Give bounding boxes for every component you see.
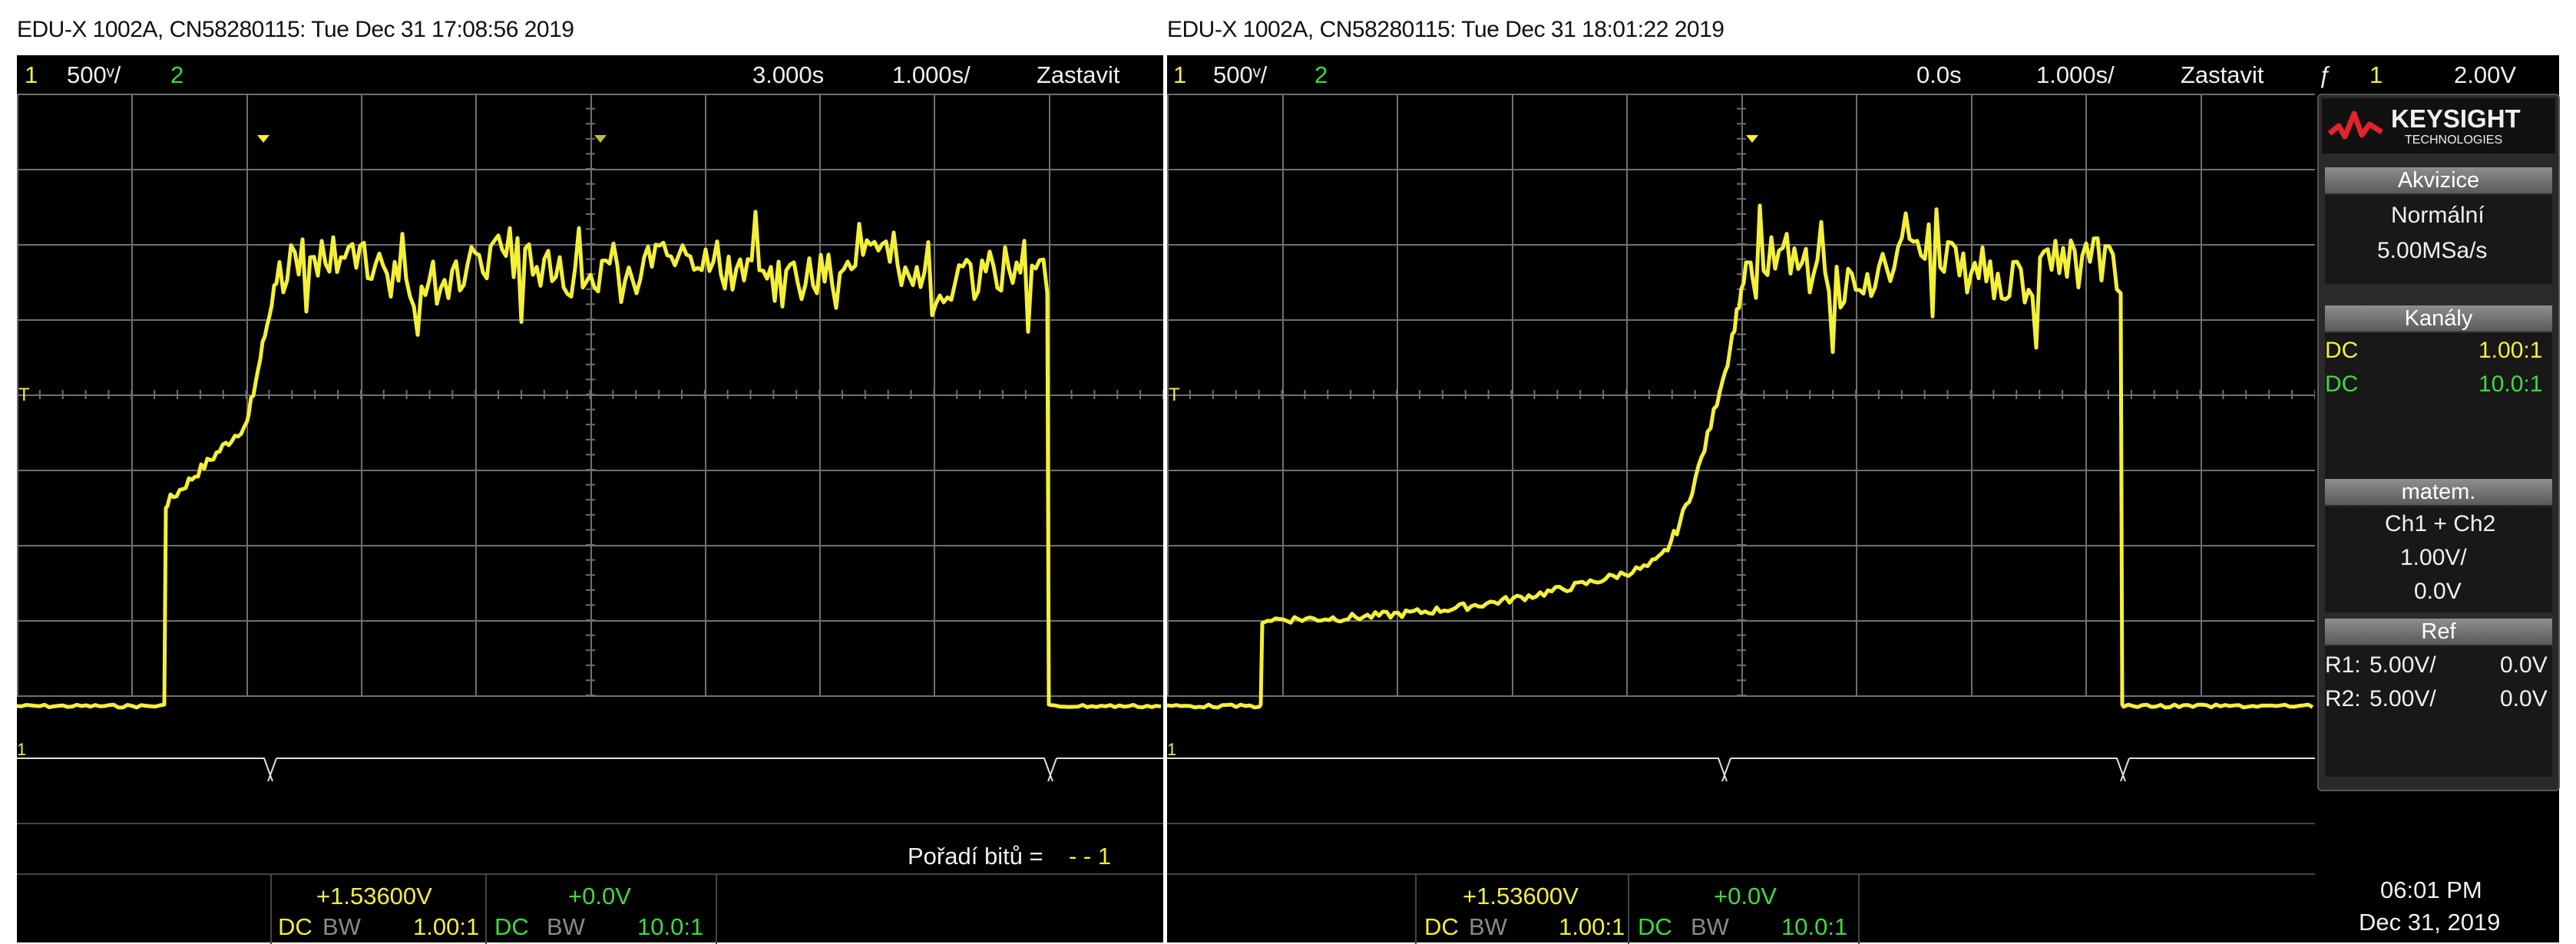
waveform-display-right[interactable]: T 1 A 0 1 0 xyxy=(1167,94,2315,781)
ch1-coupling: DC xyxy=(2325,338,2359,363)
run-state[interactable]: Zastavit xyxy=(2181,61,2264,88)
trigger-level-marker: T xyxy=(1169,385,1180,405)
ref2-offset: 0.0V xyxy=(2500,686,2548,711)
time-offset[interactable]: 3.000s xyxy=(752,61,825,88)
math-offset: 0.0V xyxy=(2414,579,2462,604)
math-expression: Ch1 + Ch2 xyxy=(2385,511,2496,536)
bus-status-value: - - 1 xyxy=(1069,843,1112,870)
bottom-info-bar: +1.53600V +0.0V DC BW 1.00:1 DC BW 10.0:… xyxy=(1167,781,2559,944)
keysight-logo-icon xyxy=(2328,111,2383,140)
trigger-level[interactable]: 2.00V xyxy=(2454,61,2517,88)
keysight-logo: KEYSIGHT TECHNOLOGIES xyxy=(2322,98,2555,153)
ch2-coupling: DC xyxy=(2325,371,2359,397)
ch2-coupling: DC xyxy=(1638,913,1672,940)
ref2-label: R2: xyxy=(2325,686,2361,711)
trigger-marker-2 xyxy=(594,135,607,143)
ch1-label[interactable]: 1 xyxy=(25,61,38,88)
ch2-label[interactable]: 2 xyxy=(170,61,184,88)
math-header[interactable]: matem. xyxy=(2325,479,2552,505)
ch2-label[interactable]: 2 xyxy=(1314,61,1328,88)
logo-wordmark: KEYSIGHT xyxy=(2391,104,2521,133)
scope-screen-left: 1 500ᵛ/ 2 3.000s 1.000s/ Zastavit T 1 A … xyxy=(17,55,1163,944)
clock-time: 06:01 PM xyxy=(2380,876,2482,903)
ch1-offset[interactable]: +1.53600V xyxy=(316,883,432,909)
ch1-coupling: DC xyxy=(1424,913,1459,940)
acquisition-mode: Normální xyxy=(2391,203,2485,228)
ref1-scale: 5.00V/ xyxy=(2369,652,2436,678)
ch2-offset[interactable]: +0.0V xyxy=(568,883,631,909)
trigger-channel[interactable]: 1 xyxy=(2369,61,2383,88)
time-scale[interactable]: 1.000s/ xyxy=(892,61,971,88)
ch2-probe-ratio: 10.0:1 xyxy=(2478,371,2543,397)
time-offset[interactable]: 0.0s xyxy=(1916,61,1962,88)
sample-rate: 5.00MSa/s xyxy=(2377,238,2488,263)
ref1-offset: 0.0V xyxy=(2500,652,2548,678)
ref2-scale: 5.00V/ xyxy=(2369,686,2436,711)
ch1-label[interactable]: 1 xyxy=(1173,61,1187,88)
ch2-probe-ratio: 10.0:1 xyxy=(1781,913,1848,940)
status-bar: 1 500ᵛ/ 2 3.000s 1.000s/ Zastavit xyxy=(17,55,1163,94)
channels-header[interactable]: Kanály xyxy=(2325,305,2552,332)
status-bar: 1 500ᵛ/ 2 0.0s 1.000s/ Zastavit ƒ 1 2.00… xyxy=(1167,55,2559,94)
ch1-trace xyxy=(1167,203,2314,710)
ch1-offset[interactable]: +1.53600V xyxy=(1463,883,1579,909)
trigger-edge-icon[interactable]: ƒ xyxy=(2319,61,2333,88)
ch1-bw-limit: BW xyxy=(1469,913,1507,940)
capture-title-right: EDU-X 1002A, CN58280115: Tue Dec 31 18:0… xyxy=(1167,17,1724,42)
ref-header[interactable]: Ref xyxy=(2325,619,2552,645)
trigger-marker xyxy=(1746,135,1758,143)
ch2-offset[interactable]: +0.0V xyxy=(1714,883,1777,909)
ch2-coupling: DC xyxy=(494,913,529,940)
ch1-scale[interactable]: 500ᵛ/ xyxy=(67,61,121,88)
ch1-scale[interactable]: 500ᵛ/ xyxy=(1213,61,1268,88)
capture-title-left: EDU-X 1002A, CN58280115: Tue Dec 31 17:0… xyxy=(17,17,574,42)
bus-status-label: Pořadí bitů = xyxy=(908,843,1043,870)
ground-marker: 1 xyxy=(1167,740,1176,759)
ch1-trace xyxy=(17,210,1162,710)
ground-marker: 1 xyxy=(17,740,26,759)
acquisition-header[interactable]: Akvizice xyxy=(2325,167,2552,193)
ch2-probe-ratio: 10.0:1 xyxy=(637,913,704,940)
logo-subtitle: TECHNOLOGIES xyxy=(2405,134,2503,147)
run-state[interactable]: Zastavit xyxy=(1037,61,1120,88)
serial-bus-decode xyxy=(1167,758,2315,781)
ch1-bw-limit: BW xyxy=(322,913,361,940)
ch1-probe-ratio: 1.00:1 xyxy=(2478,338,2543,363)
ch1-probe-ratio: 1.00:1 xyxy=(413,913,480,940)
ch1-probe-ratio: 1.00:1 xyxy=(1559,913,1625,940)
clock-date: Dec 31, 2019 xyxy=(2359,909,2501,936)
math-scale: 1.00V/ xyxy=(2400,545,2467,570)
ref1-label: R1: xyxy=(2325,652,2361,678)
waveform-display-left[interactable]: T 1 A 0 1 0 xyxy=(17,94,1163,781)
time-scale[interactable]: 1.000s/ xyxy=(2036,61,2115,88)
bottom-info-bar: Pořadí bitů = - - 1 +1.53600V +0.0V DC B… xyxy=(17,781,1163,944)
ch1-coupling: DC xyxy=(278,913,312,940)
ch2-bw-limit: BW xyxy=(547,913,585,940)
trigger-marker-1 xyxy=(257,135,270,143)
trigger-level-marker: T xyxy=(18,385,30,405)
side-info-panel: KEYSIGHT TECHNOLOGIES Akvizice Normální … xyxy=(2317,94,2560,791)
ch2-bw-limit: BW xyxy=(1691,913,1729,940)
serial-bus-decode xyxy=(17,758,1163,781)
